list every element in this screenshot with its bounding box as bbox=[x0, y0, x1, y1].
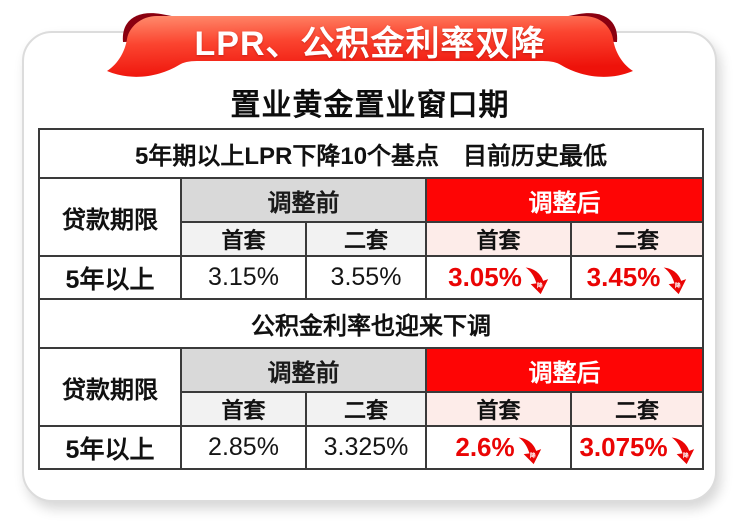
down-arrow-icon: 降 bbox=[664, 267, 687, 294]
fund-after-second-label: 二套 bbox=[569, 391, 705, 427]
table-row: 5年以上 2.85% 3.325% 2.6% 降 3.075% 降 bbox=[38, 425, 705, 470]
fund-after-first-label: 首套 bbox=[425, 391, 572, 427]
ribbon-shape-icon bbox=[107, 13, 633, 77]
table-row: 贷款期限 调整前 调整后 bbox=[38, 347, 705, 427]
fund-headline: 公积金利率也迎来下调 bbox=[37, 298, 705, 349]
fund-before-header: 调整前 bbox=[180, 347, 427, 393]
svg-text:降: 降 bbox=[530, 451, 536, 459]
fund-before-first-value: 2.85% bbox=[180, 425, 307, 470]
fund-after-header: 调整后 bbox=[424, 347, 705, 393]
lpr-after-first-cell: 3.05% 降 bbox=[425, 255, 572, 300]
table-row: 首套 二套 首套 二套 bbox=[39, 221, 705, 257]
table-row: 首套 二套 首套 二套 bbox=[39, 391, 705, 427]
table-row: 贷款期限 调整前 调整后 bbox=[38, 177, 705, 257]
fund-before-second-label: 二套 bbox=[305, 391, 427, 427]
lpr-before-header: 调整前 bbox=[180, 177, 427, 223]
fund-after-first-value: 2.6% bbox=[455, 432, 515, 462]
svg-text:降: 降 bbox=[537, 281, 543, 289]
fund-after-first-cell: 2.6% 降 bbox=[425, 425, 572, 470]
lpr-after-first-label: 首套 bbox=[425, 221, 572, 257]
down-arrow-icon: 降 bbox=[518, 437, 541, 464]
rates-table: 5年期以上LPR下降10个基点 目前历史最低 贷款期限 调整前 调整后 首套 二… bbox=[37, 128, 705, 470]
svg-text:降: 降 bbox=[675, 281, 681, 289]
fund-after-second-value: 3.075% bbox=[579, 432, 668, 462]
ribbon-title: LPR、公积金利率双降 bbox=[194, 24, 546, 63]
lpr-before-first-label: 首套 bbox=[180, 221, 307, 257]
table-row: 5年期以上LPR下降10个基点 目前历史最低 bbox=[37, 128, 705, 179]
lpr-after-first-value: 3.05% bbox=[448, 262, 522, 292]
fund-after-second-cell: 3.075% 降 bbox=[569, 425, 705, 470]
fund-before-second-value: 3.325% bbox=[305, 425, 427, 470]
fund-term-value: 5年以上 bbox=[38, 425, 182, 470]
fund-term-header: 贷款期限 bbox=[38, 347, 182, 427]
table-row: 5年以上 3.15% 3.55% 3.05% 降 3.45% 降 bbox=[38, 255, 705, 300]
lpr-before-first-value: 3.15% bbox=[180, 255, 307, 300]
ribbon-banner: LPR、公积金利率双降 bbox=[105, 10, 635, 90]
down-arrow-icon: 降 bbox=[671, 437, 694, 464]
lpr-after-header: 调整后 bbox=[424, 177, 705, 223]
lpr-after-second-value: 3.45% bbox=[586, 262, 661, 292]
lpr-headline: 5年期以上LPR下降10个基点 目前历史最低 bbox=[37, 128, 705, 179]
table-row: 公积金利率也迎来下调 bbox=[37, 298, 705, 349]
lpr-after-second-label: 二套 bbox=[569, 221, 705, 257]
lpr-term-value: 5年以上 bbox=[38, 255, 182, 300]
page-subtitle: 置业黄金置业窗口期 bbox=[230, 89, 510, 122]
lpr-before-second-value: 3.55% bbox=[305, 255, 427, 300]
lpr-before-second-label: 二套 bbox=[305, 221, 427, 257]
down-arrow-icon: 降 bbox=[525, 267, 549, 294]
lpr-after-second-cell: 3.45% 降 bbox=[569, 255, 705, 300]
fund-before-first-label: 首套 bbox=[180, 391, 307, 427]
lpr-term-header: 贷款期限 bbox=[38, 177, 182, 257]
svg-text:降: 降 bbox=[683, 451, 689, 459]
